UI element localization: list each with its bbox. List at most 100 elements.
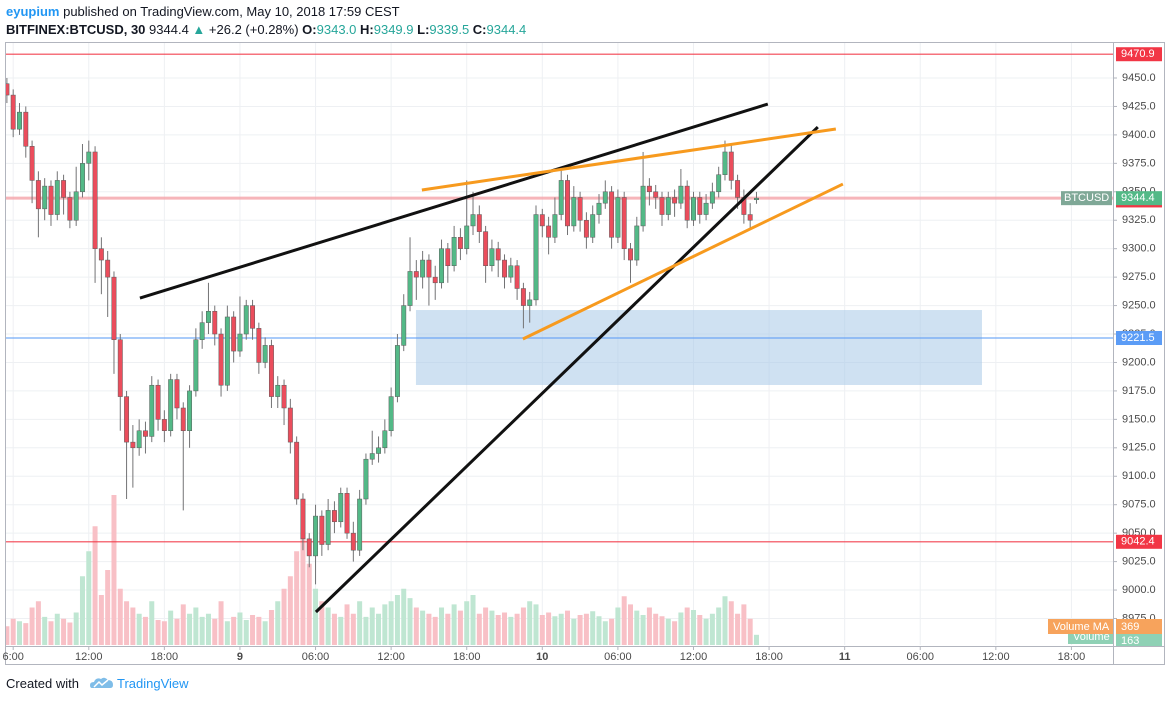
candle-body	[369, 453, 375, 460]
candle-body	[67, 197, 73, 221]
candle-body	[199, 322, 205, 340]
volume-bar	[48, 621, 54, 645]
author[interactable]: eyupium	[6, 4, 60, 19]
y-tick-label: 9250.0	[1122, 299, 1156, 311]
candle-body	[634, 225, 640, 261]
volume-bar	[29, 607, 35, 645]
volume-bar	[495, 615, 501, 645]
candle-body	[155, 384, 161, 420]
candle-body	[17, 111, 22, 130]
volume-bar	[627, 604, 633, 645]
volume-bar	[716, 607, 722, 645]
y-tick-label: 9450.0	[1122, 72, 1156, 84]
volume-bar	[174, 618, 180, 645]
volume-bar	[615, 607, 621, 645]
volume-bar	[376, 613, 382, 645]
volume-bar	[187, 613, 193, 645]
candle-body	[294, 441, 300, 500]
candle-body	[439, 248, 444, 284]
candle-body	[552, 214, 558, 238]
candle-body	[684, 185, 690, 221]
volume-bar	[426, 613, 432, 645]
candle-body	[470, 214, 476, 227]
created-with: Created with	[6, 676, 79, 691]
candle-body	[514, 265, 520, 289]
candle-body	[583, 219, 589, 238]
candle-body	[703, 202, 709, 215]
candle-body	[722, 151, 728, 175]
level-label-box	[1116, 47, 1162, 62]
o-label: O:	[302, 22, 317, 37]
candle-body	[117, 339, 123, 397]
candle-body	[237, 333, 243, 352]
candle-body	[691, 197, 696, 221]
candle-body	[344, 493, 350, 534]
candle-body	[546, 225, 552, 238]
level-label: 9470.9	[1121, 48, 1155, 60]
volume-bar	[413, 607, 419, 645]
candle-body	[168, 379, 174, 431]
volume-bar	[231, 616, 237, 645]
y-tick-label: 9400.0	[1122, 129, 1156, 141]
volume-bar	[646, 607, 652, 645]
volume-bar	[602, 621, 608, 645]
volume-bar	[672, 621, 678, 645]
candle-body	[697, 197, 703, 215]
zone	[415, 310, 982, 385]
volume-bar	[275, 601, 281, 645]
volume-bar	[363, 616, 369, 645]
volume-bar	[753, 634, 759, 645]
x-tick-label: 06:00	[906, 651, 934, 663]
candle-body	[747, 214, 753, 221]
last-price-box	[1116, 191, 1162, 206]
candle-body	[306, 538, 312, 557]
volume-bar	[470, 595, 476, 645]
candle-body	[571, 197, 577, 227]
candle-body	[218, 333, 224, 386]
candle-body	[319, 515, 325, 545]
candle-body	[401, 305, 407, 346]
volume-bar	[546, 612, 552, 645]
candle-body	[420, 259, 426, 278]
candle-body	[92, 151, 98, 249]
candle-body	[520, 288, 526, 306]
volume-bar	[23, 623, 29, 645]
volume-value-box	[1116, 634, 1162, 646]
candle-body	[621, 197, 627, 249]
volume-bar	[388, 601, 394, 645]
header-line-1: eyupium published on TradingView.com, Ma…	[6, 4, 400, 19]
candle-body	[143, 430, 148, 437]
x-tick-label: 9	[237, 651, 243, 663]
brand[interactable]: TradingView	[117, 676, 189, 691]
x-tick-label: 06:00	[604, 651, 632, 663]
candle-body	[250, 305, 256, 329]
last-price-label: 9344.4	[1121, 192, 1155, 204]
volume-bar	[684, 607, 690, 645]
l-value: 9339.5	[429, 22, 470, 37]
change: +26.2 (+0.28%)	[208, 22, 299, 37]
volume-bar	[256, 616, 262, 645]
candle-body	[338, 493, 344, 523]
volume-ma-value: 369	[1121, 621, 1139, 633]
volume-bar	[483, 607, 489, 645]
candle-body	[281, 384, 287, 409]
candle-body	[124, 396, 130, 443]
chart-frame	[5, 42, 1165, 665]
candle-body	[495, 248, 501, 261]
candle-body	[287, 407, 293, 443]
y-tick-label: 9375.0	[1122, 157, 1156, 169]
candle-body	[527, 299, 533, 306]
volume-bar	[552, 616, 558, 645]
volume-bar	[640, 615, 646, 645]
volume-bar	[357, 601, 363, 645]
x-tick-label: 18:00	[453, 651, 481, 663]
volume-bar	[703, 618, 709, 645]
volume-bar	[331, 613, 337, 645]
candle-body	[565, 180, 570, 227]
o-value: 9343.0	[316, 22, 357, 37]
level-label: 9042.4	[1121, 536, 1155, 548]
volume-bar	[218, 601, 224, 645]
volume-bar	[294, 551, 300, 645]
x-tick-label: 12:00	[680, 651, 708, 663]
